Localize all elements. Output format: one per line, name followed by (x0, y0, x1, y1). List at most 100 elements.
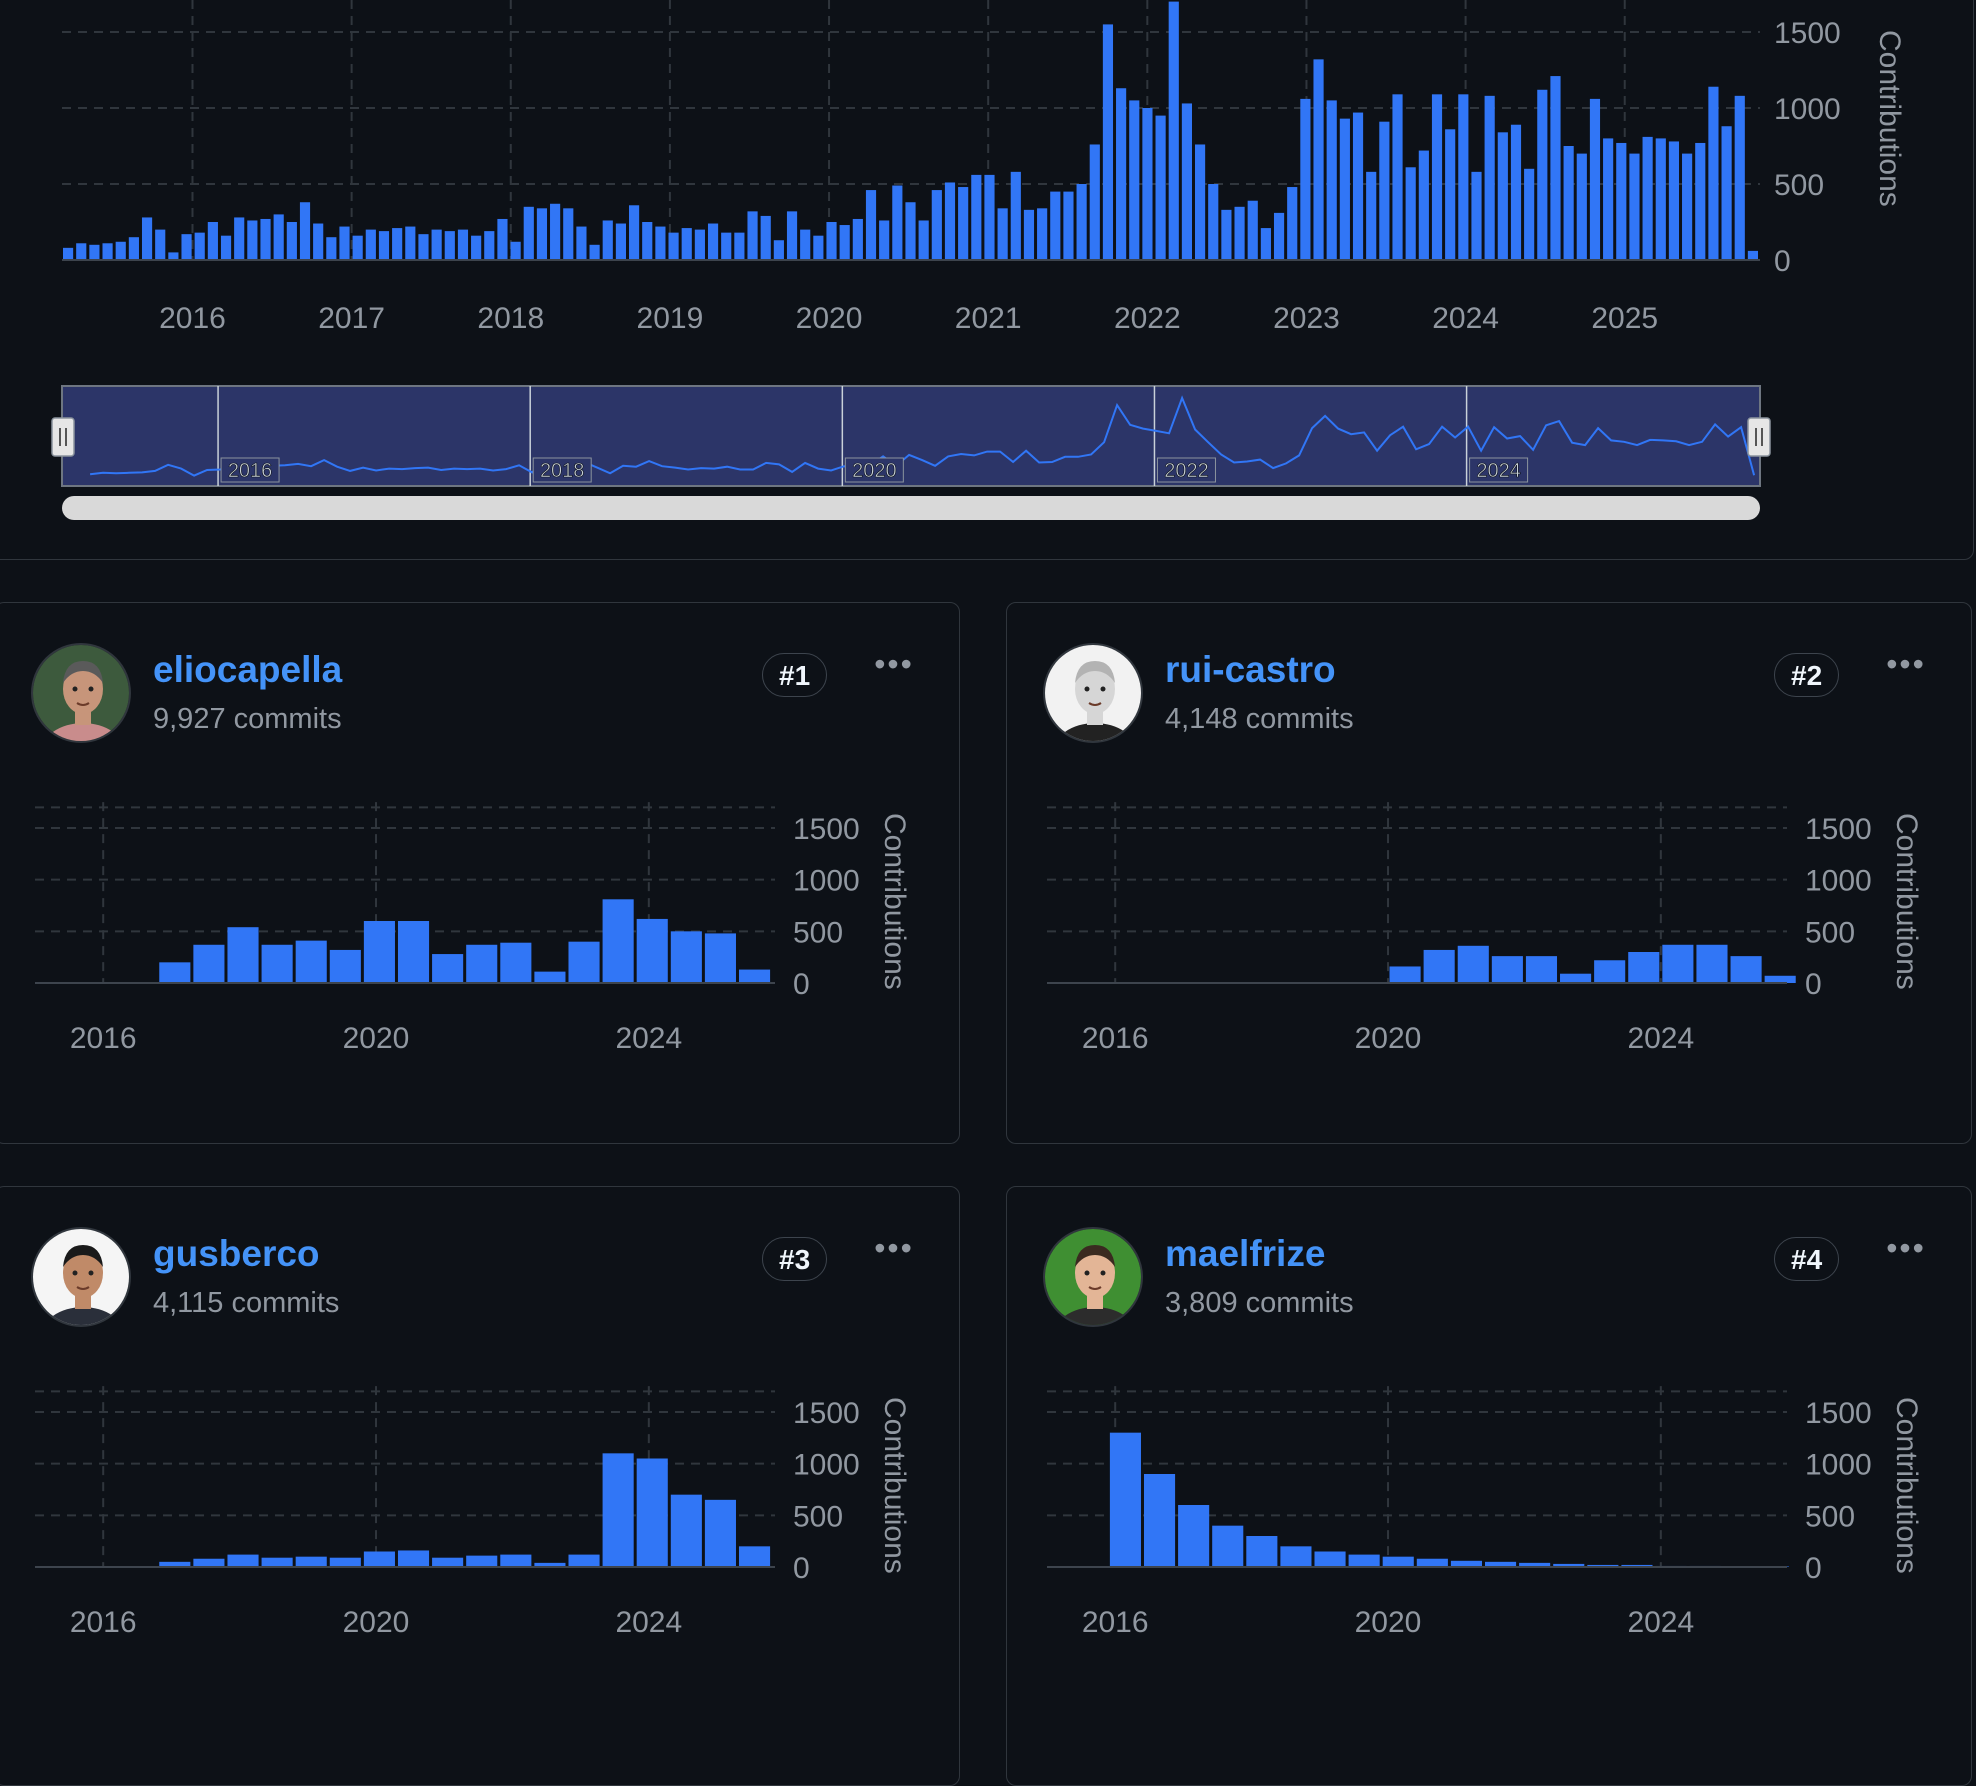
bar (839, 225, 850, 260)
bar (655, 226, 666, 260)
contributor-card: gusberco 4,115 commits #3 ••• 2016 2020 20… (0, 1186, 960, 1786)
brush-scrollbar[interactable] (62, 496, 1760, 520)
bar (1603, 138, 1614, 260)
bar (484, 231, 495, 260)
bar (879, 220, 890, 260)
bar (1348, 1554, 1380, 1567)
bar (997, 208, 1008, 260)
bar (707, 223, 719, 260)
bar (1155, 115, 1166, 260)
contributor-username[interactable]: gusberco (153, 1233, 320, 1274)
brush-handle-right[interactable] (1747, 417, 1771, 457)
x-tick-label: 2020 (1355, 1022, 1422, 1055)
commit-count: 4,115 commits (153, 1287, 340, 1319)
bar (168, 252, 179, 260)
bar (1195, 144, 1206, 260)
bar (800, 229, 811, 260)
more-options-button[interactable]: ••• (1886, 1230, 1926, 1266)
x-tick-label: 2016 (70, 1606, 137, 1639)
y-tick-label: 1000 (1774, 93, 1841, 126)
bar (636, 918, 668, 983)
bar (670, 1494, 702, 1567)
bar (1747, 250, 1758, 260)
y-axis-label: Contributions (1873, 30, 1906, 207)
brush-year-label: 2016 (228, 460, 272, 482)
bar (1696, 944, 1728, 983)
commit-count: 4,148 commits (1165, 703, 1354, 735)
bar (207, 222, 218, 260)
bar (1431, 94, 1443, 260)
contributor-card: rui-castro 4,148 commits #2 ••• 2016 2020… (1006, 602, 1972, 1144)
bar (220, 235, 232, 260)
bar (636, 1458, 668, 1567)
bar (1280, 1546, 1312, 1567)
brush-year-label: 2020 (852, 460, 897, 482)
bar (405, 226, 416, 260)
bar (642, 222, 653, 260)
brush-handle-left[interactable] (51, 417, 75, 457)
bar (1314, 1551, 1346, 1567)
bar (397, 1550, 430, 1567)
y-tick-label: 0 (793, 1552, 810, 1585)
bar (852, 218, 863, 260)
bar (193, 944, 225, 983)
bar (227, 1554, 259, 1567)
bar (734, 232, 745, 260)
contributor-username[interactable]: eliocapella (153, 649, 343, 690)
bar (1076, 184, 1087, 260)
bar (1708, 86, 1719, 260)
bar (550, 203, 561, 260)
bar (568, 1554, 600, 1567)
bar (576, 226, 587, 260)
main-contributions-chart: 2016 2017 2018 2019 2020 2021 2022 2023 2024 2025… (62, 0, 1906, 335)
avatar[interactable] (1043, 1227, 1143, 1327)
bar (1352, 112, 1364, 260)
x-tick-label: 2020 (343, 1022, 410, 1055)
y-tick-label: 500 (793, 1500, 843, 1533)
bar (1524, 168, 1535, 260)
more-options-button[interactable]: ••• (874, 646, 914, 682)
bar (738, 969, 771, 983)
contributor-username[interactable]: maelfrize (1165, 1233, 1326, 1274)
bar (905, 202, 916, 260)
time-range-brush[interactable]: 2016 2018 2020 2022 2024 (40, 378, 1780, 528)
bar (670, 931, 702, 983)
more-options-button[interactable]: ••• (874, 1230, 914, 1266)
bar (155, 229, 166, 260)
avatar[interactable] (1043, 643, 1143, 743)
bar (615, 223, 626, 260)
bar (1655, 138, 1666, 260)
bar (1484, 95, 1495, 260)
bar (602, 1453, 634, 1567)
bar (589, 244, 600, 260)
bar (181, 234, 192, 260)
bar (1273, 212, 1285, 260)
contributor-chart: 2016 2020 2024 0 500 1000 1500 Contributions (35, 1386, 911, 1639)
x-tick-label: 2016 (1082, 1022, 1149, 1055)
x-tick-label: 2024 (615, 1606, 682, 1639)
bar (1471, 171, 1482, 260)
bar (432, 954, 464, 983)
contributor-username[interactable]: rui-castro (1165, 649, 1336, 690)
y-tick-label: 0 (1805, 1552, 1822, 1585)
bar (1491, 956, 1523, 983)
bar (747, 211, 758, 260)
avatar[interactable] (31, 643, 131, 743)
bar (63, 247, 74, 260)
y-tick-label: 500 (1805, 1500, 1855, 1533)
avatar[interactable] (31, 1227, 131, 1327)
bar (457, 229, 469, 260)
bar (892, 185, 903, 260)
bar (1287, 187, 1298, 260)
y-tick-label: 1500 (1774, 17, 1841, 50)
bar (760, 215, 771, 260)
brush-overview-line (89, 395, 1756, 477)
bar (260, 218, 271, 260)
y-tick-label: 1000 (1805, 1449, 1872, 1482)
bar (1313, 59, 1324, 260)
x-tick-label: 2018 (477, 302, 544, 335)
bar (1212, 1525, 1244, 1567)
bar (694, 229, 705, 260)
bar (295, 940, 327, 983)
more-options-button[interactable]: ••• (1886, 646, 1926, 682)
